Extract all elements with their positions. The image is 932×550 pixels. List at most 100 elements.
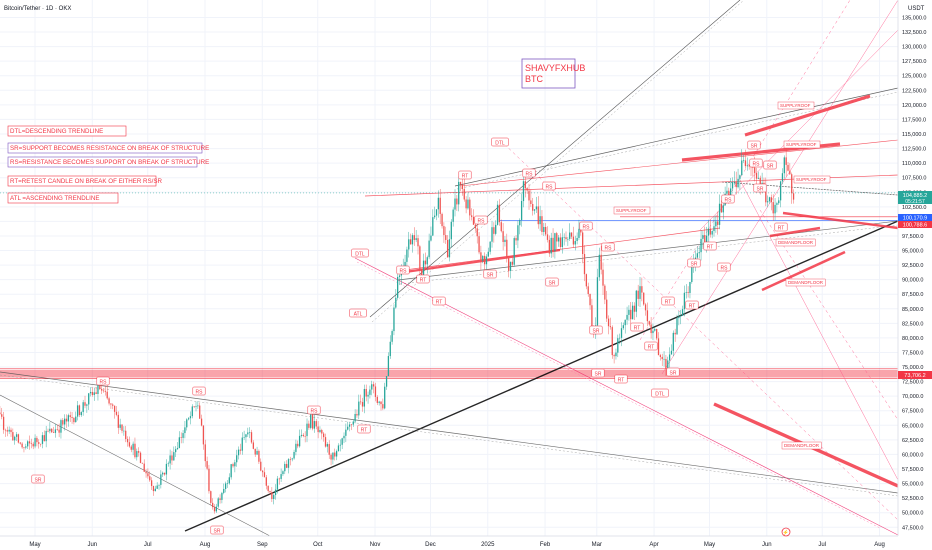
candle-body [755, 173, 758, 179]
candle-body [705, 235, 708, 248]
candle-body [411, 235, 414, 245]
candle-body [304, 435, 306, 437]
annotation-box [601, 242, 615, 252]
candle-body [696, 253, 699, 258]
candle-body [633, 305, 636, 312]
candle-body [589, 294, 591, 306]
candle-body [395, 297, 397, 308]
legend-box [7, 156, 198, 168]
trendline [761, 250, 846, 292]
price-axis[interactable]: 135,000.0 132,500.0 130,000.0 127,500.0 125,… [902, 15, 926, 531]
candle-body [744, 160, 747, 167]
annotation-box [396, 265, 410, 275]
candle-body [482, 255, 484, 261]
zone-box [777, 101, 815, 110]
candle-body [670, 350, 673, 355]
annotation-box [542, 181, 556, 191]
candle-body [387, 356, 390, 377]
x-tick-label: Aug [200, 542, 211, 548]
candle-body [212, 502, 214, 508]
candle-body [532, 203, 534, 211]
candle-body [226, 483, 229, 484]
candle-body [36, 437, 38, 443]
trendline [499, 139, 899, 521]
annotation-label: RS [100, 380, 108, 386]
candle-body [25, 446, 27, 448]
candle-body [519, 219, 521, 226]
y-tick-label: 85,000.0 [902, 307, 923, 313]
candle-body [424, 260, 427, 265]
candle-body [648, 321, 650, 325]
candle-body [746, 165, 748, 167]
candle-body [539, 216, 541, 225]
zone-label: SUPPLYROOF [796, 177, 827, 182]
level3-price-tag [898, 371, 932, 379]
candle-body [465, 199, 467, 209]
candle-body [413, 235, 415, 240]
candle-body [125, 430, 127, 440]
candle-body [21, 443, 23, 448]
candle-body [711, 231, 713, 235]
y-tick-label: 122,500.0 [902, 88, 926, 94]
candle-body [182, 433, 184, 438]
candle-body [302, 434, 304, 436]
candle-body [108, 398, 110, 404]
trendline [456, 91, 899, 190]
time-axis[interactable]: May Jun Jul Aug Sep Oct Nov Dec 2025 Feb Mar Apr May… [29, 542, 885, 548]
candle-body [82, 402, 84, 413]
annotation-box [749, 158, 763, 168]
candle-body [1, 414, 3, 417]
candle-body [267, 485, 269, 491]
candle-body [537, 206, 539, 225]
candle-body [186, 419, 188, 428]
annotation-label: RT [618, 378, 625, 384]
candle-body [78, 405, 81, 416]
candle-body [617, 338, 619, 353]
zone-labels: SUPPLYROOF SUPPLYROOF SUPPLYROOF SUPPLYROOF… [613, 101, 831, 450]
annotation-label: SR [751, 144, 758, 150]
y-tick-label: 125,000.0 [902, 74, 926, 80]
zone-label: SUPPLYROOF [780, 103, 811, 108]
candle-body [350, 424, 353, 426]
candle-body [661, 356, 663, 360]
legend-box [7, 142, 203, 154]
candle-body [237, 449, 240, 456]
trendline [454, 87, 899, 187]
candle-body [115, 411, 118, 415]
candle-body [783, 157, 785, 174]
candle-body [685, 292, 687, 293]
candle-body [10, 429, 12, 433]
annotation-label: SR [670, 371, 677, 377]
annotation-label: SR [549, 281, 556, 287]
candle-body [113, 405, 116, 412]
candle-body [49, 428, 51, 432]
resistance-band [0, 369, 898, 378]
annotation-box [474, 215, 488, 225]
legend-box [7, 175, 157, 187]
trendline [782, 211, 899, 230]
candle-body [476, 228, 478, 237]
annotation-box [589, 325, 603, 335]
candle-body [363, 388, 366, 407]
candle-body [459, 181, 462, 185]
watermark-line2: BTC [525, 74, 544, 84]
trendline [184, 220, 899, 532]
candle-body [43, 435, 45, 442]
y-tick-label: 77,500.0 [902, 350, 923, 356]
y-tick-label: 135,000.0 [902, 15, 926, 21]
annotation-label: RS [753, 162, 761, 168]
candle-body [169, 455, 171, 464]
candle-body [321, 430, 323, 434]
candle-body [247, 432, 249, 435]
candle-body [347, 426, 349, 430]
candle-body [315, 421, 317, 427]
candle-body [139, 452, 142, 463]
candle-body [378, 401, 380, 403]
candle-body [774, 204, 776, 214]
candle-body [691, 267, 693, 283]
annotation-box [721, 194, 735, 204]
annotation-label: SR [35, 478, 42, 484]
candle-body [404, 261, 406, 267]
candle-body [232, 464, 234, 467]
